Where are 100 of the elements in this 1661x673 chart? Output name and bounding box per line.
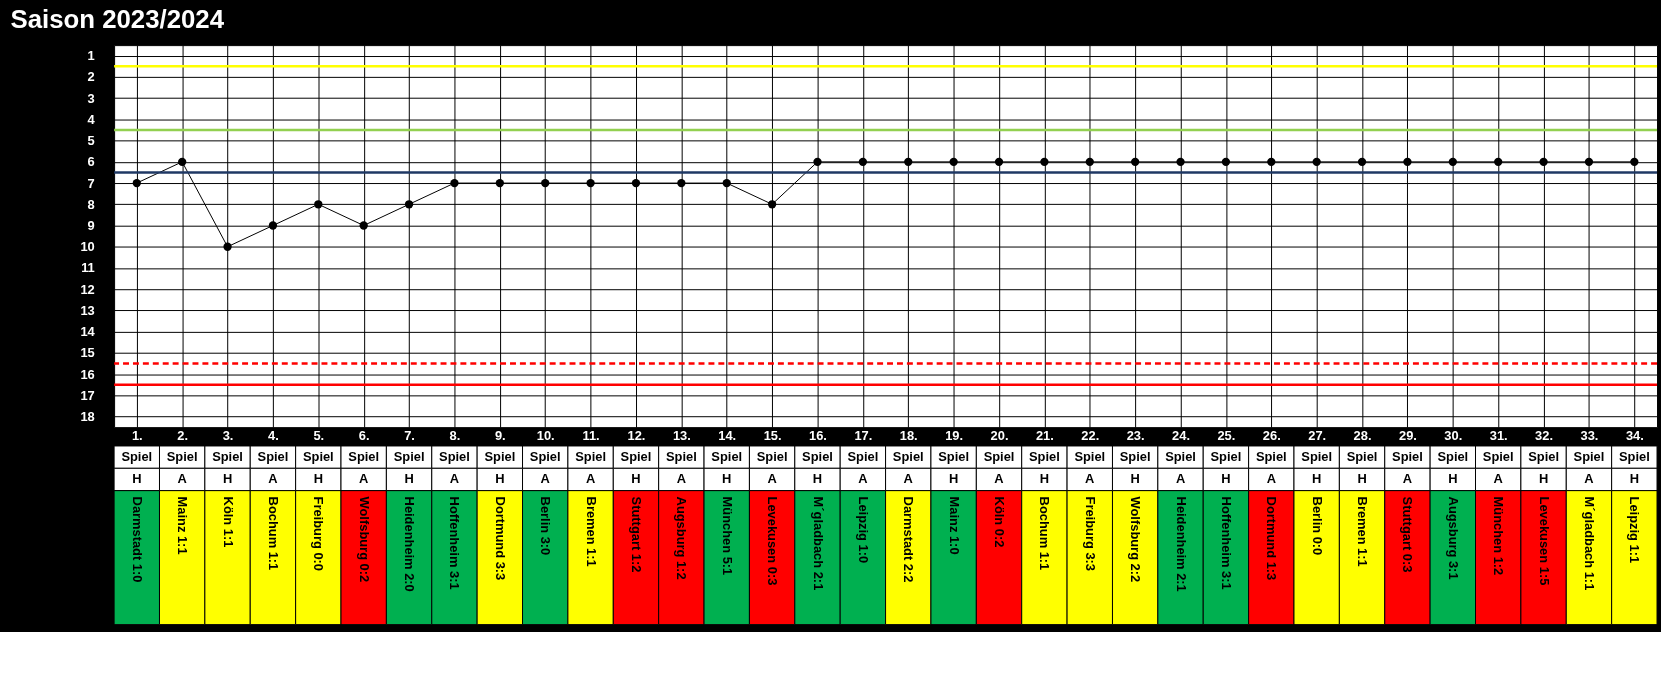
text: A bbox=[177, 471, 187, 487]
text: Spiel bbox=[1074, 449, 1106, 465]
x-tick-label: 16. bbox=[809, 427, 827, 443]
text: A bbox=[359, 471, 369, 487]
category-label: Hoffenheim 3:1 bbox=[1218, 496, 1234, 590]
x-tick-label: 2. bbox=[177, 427, 189, 443]
text: Spiel bbox=[802, 449, 833, 465]
point bbox=[132, 178, 141, 188]
y-tick-label: 14 bbox=[80, 324, 96, 340]
point bbox=[994, 157, 1004, 166]
point bbox=[495, 178, 504, 188]
y-tick-label: 13 bbox=[80, 302, 95, 318]
point bbox=[404, 200, 414, 209]
x-tick-label: 7. bbox=[404, 427, 415, 443]
point bbox=[586, 178, 595, 188]
text: Spiel bbox=[1618, 449, 1650, 465]
y-tick-label: 15 bbox=[80, 345, 95, 361]
y-tick-label: 6 bbox=[87, 154, 95, 170]
y-tick-label: 17 bbox=[80, 387, 95, 403]
category-label: Bochum 1:1 bbox=[1037, 496, 1053, 571]
category-label: Heidenheim 2:0 bbox=[402, 496, 418, 592]
text: H bbox=[722, 471, 732, 487]
text: H bbox=[1312, 471, 1322, 487]
text: H bbox=[404, 471, 414, 487]
text: Spiel bbox=[1482, 449, 1514, 465]
text: Spiel bbox=[1346, 449, 1378, 465]
point bbox=[268, 221, 278, 230]
text: Spiel bbox=[1573, 449, 1605, 465]
text: A bbox=[994, 471, 1004, 487]
x-tick-label: 4. bbox=[268, 427, 279, 443]
point bbox=[858, 157, 868, 166]
point bbox=[1221, 157, 1231, 166]
text: Spiel bbox=[1255, 449, 1287, 465]
point bbox=[1357, 157, 1367, 166]
point bbox=[1539, 157, 1548, 166]
x-tick-label: 10. bbox=[536, 427, 555, 443]
text: Spiel bbox=[756, 449, 788, 465]
category-label: Bremen 1:1 bbox=[583, 496, 599, 567]
category-label: Dortmund 1:3 bbox=[1264, 496, 1280, 581]
point bbox=[1403, 157, 1412, 166]
x-tick-label: 1. bbox=[131, 427, 143, 443]
x-tick-label: 19. bbox=[945, 427, 964, 443]
text: A bbox=[1085, 471, 1095, 487]
category-label: Levekusen 1:5 bbox=[1536, 496, 1552, 586]
point bbox=[949, 157, 958, 166]
x-tick-label: 29. bbox=[1398, 427, 1417, 443]
text: H bbox=[1538, 471, 1549, 487]
point bbox=[1131, 157, 1140, 166]
point bbox=[631, 178, 641, 188]
y-tick-label: 12 bbox=[80, 281, 95, 297]
point bbox=[1267, 157, 1276, 166]
text: Spiel bbox=[665, 449, 697, 465]
category-label: Mainz 1:0 bbox=[946, 496, 962, 555]
category-label: München 5:1 bbox=[719, 496, 735, 576]
category-label: Köln 1:1 bbox=[220, 496, 236, 548]
x-tick-label: 22. bbox=[1081, 427, 1100, 443]
point bbox=[813, 157, 822, 166]
point bbox=[1494, 157, 1503, 166]
chart-title: Saison 2023/2024 bbox=[10, 5, 225, 34]
text: Spiel bbox=[1165, 449, 1196, 465]
text: H bbox=[1629, 471, 1639, 487]
text: Spiel bbox=[575, 449, 606, 465]
text: Spiel bbox=[1392, 449, 1423, 465]
x-tick-label: 14. bbox=[718, 427, 737, 443]
x-tick-label: 34. bbox=[1625, 427, 1644, 443]
category-label: M´gladbach 1:1 bbox=[1581, 496, 1597, 591]
text: H bbox=[495, 471, 505, 487]
category-label: Heidenheim 2:1 bbox=[1173, 496, 1189, 592]
x-tick-label: 13. bbox=[672, 427, 691, 443]
category-label: Wolfsburg 0:2 bbox=[356, 496, 372, 583]
x-tick-label: 28. bbox=[1353, 427, 1372, 443]
text: A bbox=[676, 471, 687, 487]
x-tick-label: 3. bbox=[222, 427, 234, 443]
category-label: Berlin 3:0 bbox=[538, 496, 554, 556]
text: Spiel bbox=[938, 449, 970, 465]
text: Spiel bbox=[166, 449, 198, 465]
text: Spiel bbox=[1119, 449, 1151, 465]
category-label: Berlin 0:0 bbox=[1309, 496, 1325, 556]
x-tick-label: 9. bbox=[494, 427, 506, 443]
y-tick-label: 16 bbox=[80, 366, 95, 382]
text: Spiel bbox=[393, 449, 425, 465]
text: Spiel bbox=[121, 449, 153, 465]
text: Spiel bbox=[1029, 449, 1060, 465]
y-tick-label: 3 bbox=[87, 90, 95, 106]
y-tick-label: 8 bbox=[87, 196, 95, 212]
point bbox=[1176, 157, 1185, 166]
x-tick-label: 12. bbox=[627, 427, 646, 443]
point bbox=[1312, 157, 1321, 166]
text: A bbox=[268, 471, 278, 487]
category-label: Wolfsburg 2:2 bbox=[1128, 496, 1144, 583]
category-label: Levekusen 0:3 bbox=[765, 496, 781, 586]
y-tick-label: 10 bbox=[80, 239, 95, 255]
x-tick-label: 31. bbox=[1489, 427, 1508, 443]
text: A bbox=[1402, 471, 1413, 487]
x-tick-label: 15. bbox=[763, 427, 782, 443]
text: Spiel bbox=[1301, 449, 1333, 465]
text: H bbox=[1130, 471, 1140, 487]
category-label: Stuttgart 0:3 bbox=[1400, 496, 1416, 573]
text: A bbox=[903, 471, 913, 487]
point bbox=[767, 200, 777, 209]
